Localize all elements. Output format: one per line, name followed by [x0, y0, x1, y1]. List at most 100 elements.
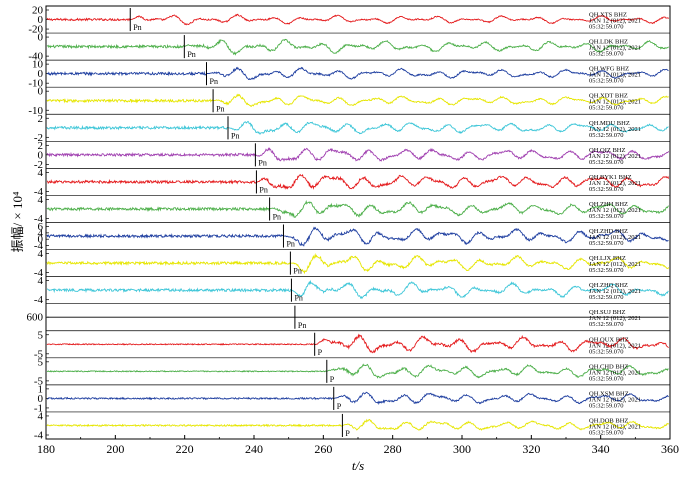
- station-name: QH.BYK1 BHZ: [589, 174, 632, 181]
- y-tick-label: 4: [38, 227, 44, 239]
- phase-label: P: [330, 375, 335, 384]
- x-axis: 180 200 220 240 260 280 300 320 340 360: [37, 435, 679, 456]
- y-tick-label: 0: [38, 86, 44, 98]
- y-tick-label: -4: [34, 186, 44, 198]
- waveform-trace: [46, 199, 669, 218]
- y-tick-label: -10: [28, 78, 43, 90]
- y-tick-label: 0: [38, 149, 44, 161]
- y-tick-label: 4: [38, 194, 44, 206]
- station-date: JAN 12 (012), 2021: [589, 45, 641, 52]
- station-date: JAN 12 (012), 2021: [589, 153, 641, 160]
- x-tick-label: 240: [245, 442, 263, 456]
- station-time: 05:32:59.070: [589, 267, 624, 274]
- phase-label: Pn: [133, 23, 141, 32]
- station-name: QH.QIZ BHZ: [589, 147, 625, 154]
- station-time: 05:32:59.070: [589, 294, 624, 301]
- x-tick-label: 180: [37, 442, 55, 456]
- station-time: 05:32:59.070: [589, 159, 624, 166]
- station-name: QH.LJX BHZ: [589, 255, 626, 262]
- station-time: 05:32:59.070: [589, 240, 624, 247]
- station-time: 05:32:59.070: [589, 78, 624, 85]
- phase-label: Pn: [216, 104, 224, 113]
- station-date: JAN 12 (012), 2021: [589, 288, 641, 295]
- station-name: QH.LDK BHZ: [589, 39, 628, 46]
- phase-label: Pn: [273, 213, 281, 222]
- station-time: 05:32:59.070: [589, 348, 624, 355]
- station-time: 05:32:59.070: [589, 402, 624, 409]
- y-axis-title: 振幅/ × 10⁴: [10, 191, 25, 252]
- station-name: QH.CHD BHZ: [589, 363, 628, 370]
- y-tick-label: 4: [38, 275, 44, 287]
- y-tick-label: 6: [38, 221, 44, 233]
- x-tick-label: 340: [592, 442, 610, 456]
- station-time: 05:32:59.070: [589, 321, 624, 328]
- phase-label: Pn: [210, 77, 218, 86]
- y-tick-label: 5: [38, 356, 44, 368]
- x-tick-label: 200: [106, 442, 124, 456]
- station-date: JAN 12 (012), 2021: [589, 369, 641, 376]
- waveform-trace: [46, 363, 669, 379]
- waveform-trace: [46, 93, 669, 107]
- waveform-trace: [46, 279, 669, 300]
- waveform-trace: [46, 38, 669, 56]
- phase-label: P: [337, 402, 342, 411]
- station-name: QH.QUX BHZ: [589, 336, 629, 343]
- y-tick-label: -5: [34, 348, 44, 360]
- phase-label: P: [318, 348, 323, 357]
- station-time: 05:32:59.070: [589, 429, 624, 436]
- station-date: JAN 12 (012), 2021: [589, 342, 641, 349]
- y-tick-label: -2: [34, 159, 43, 171]
- station-date: JAN 12 (012), 2021: [589, 315, 641, 322]
- station-date: JAN 12 (012), 2021: [589, 72, 641, 79]
- waveform-trace: [46, 333, 669, 354]
- phase-label: Pn: [298, 321, 306, 330]
- y-tick-label: 0: [38, 234, 44, 246]
- waveform-trace: [46, 120, 669, 136]
- y-tick-label: 0: [38, 68, 44, 80]
- station-name: QH.XSM BHZ: [589, 390, 629, 397]
- waveform-trace: [47, 391, 669, 406]
- station-date: JAN 12 (012), 2021: [589, 18, 641, 25]
- station-name: QH.WFG BHZ: [589, 66, 629, 73]
- y-tick-label: 5: [38, 329, 44, 341]
- x-tick-label: 300: [453, 442, 471, 456]
- phase-label: Pn: [258, 158, 266, 167]
- x-tick-label: 320: [522, 442, 540, 456]
- station-name: QH.ZHQ BHZ: [589, 282, 628, 289]
- station-time: 05:32:59.070: [589, 186, 624, 193]
- station-name: QH.DOB BHZ: [589, 417, 628, 424]
- y-tick-label: -4: [34, 240, 44, 252]
- y-tick-label: 0: [38, 393, 44, 405]
- y-tick-label: -40: [28, 51, 43, 63]
- phase-label: Pn: [294, 294, 302, 303]
- station-name: QH.MDU BHZ: [589, 120, 630, 127]
- x-tick-label: 220: [176, 442, 194, 456]
- y-tick-label: -4: [34, 430, 44, 442]
- station-name: QH.ZHH BHZ: [589, 201, 628, 208]
- station-name: QH.XTS BHZ: [589, 12, 627, 19]
- y-tick-label: 0: [38, 32, 44, 44]
- y-tick-label: 4: [38, 248, 44, 260]
- phase-label: Pn: [259, 185, 267, 194]
- y-tick-label: -2: [34, 132, 43, 144]
- waveform-trace: [46, 13, 669, 26]
- station-date: JAN 12 (012), 2021: [589, 396, 641, 403]
- y-tick-label: -1: [34, 402, 43, 414]
- station-time: 05:32:59.070: [589, 213, 624, 220]
- waveform-trace: [46, 173, 670, 190]
- station-time: 05:32:59.070: [589, 105, 624, 112]
- station-name: QH.SUJ BHZ: [589, 309, 626, 316]
- station-time: 05:32:59.070: [589, 24, 624, 31]
- phase-label: Pn: [293, 267, 301, 276]
- station-name: QH.XDT BHZ: [589, 93, 628, 100]
- waveform-trace: [46, 418, 669, 431]
